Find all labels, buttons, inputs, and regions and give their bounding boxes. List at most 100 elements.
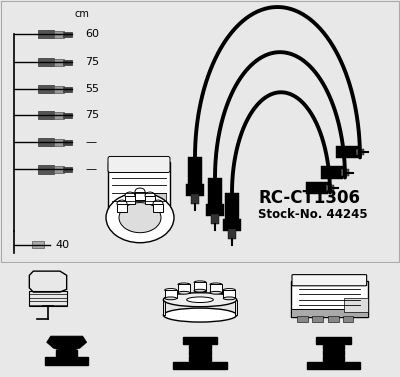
Bar xyxy=(56,350,77,358)
Bar xyxy=(341,170,349,176)
Bar xyxy=(297,316,308,322)
Ellipse shape xyxy=(145,192,155,199)
Bar xyxy=(38,138,54,146)
Text: 60: 60 xyxy=(85,29,99,39)
Bar xyxy=(356,149,364,155)
Bar xyxy=(321,167,343,179)
Bar xyxy=(134,208,141,218)
Bar xyxy=(29,291,67,306)
Ellipse shape xyxy=(223,297,235,300)
Ellipse shape xyxy=(178,291,190,294)
Bar xyxy=(189,356,211,361)
Bar xyxy=(235,300,237,315)
Bar xyxy=(63,113,72,118)
Bar xyxy=(291,309,368,317)
Bar xyxy=(54,139,64,146)
Bar xyxy=(183,337,217,344)
Bar xyxy=(32,241,44,248)
Bar xyxy=(326,184,334,190)
Bar xyxy=(186,184,204,196)
Bar xyxy=(63,32,72,37)
Bar xyxy=(225,193,239,221)
Bar xyxy=(323,345,344,349)
Text: 75: 75 xyxy=(85,110,99,120)
Ellipse shape xyxy=(117,200,127,207)
Bar xyxy=(316,337,351,344)
Bar xyxy=(208,178,222,205)
Bar xyxy=(323,350,344,355)
Bar xyxy=(223,219,241,231)
Ellipse shape xyxy=(125,192,135,199)
Bar xyxy=(178,284,190,293)
Ellipse shape xyxy=(165,288,177,291)
Bar xyxy=(125,196,135,204)
Bar xyxy=(228,229,236,239)
Bar xyxy=(38,111,54,120)
Bar xyxy=(38,166,54,173)
FancyBboxPatch shape xyxy=(108,156,170,173)
Bar xyxy=(291,281,368,317)
Ellipse shape xyxy=(119,202,161,233)
Bar xyxy=(54,166,64,173)
Bar xyxy=(153,204,163,211)
Bar xyxy=(108,162,170,218)
Bar xyxy=(112,208,119,218)
FancyBboxPatch shape xyxy=(292,274,367,286)
Text: —: — xyxy=(85,138,96,147)
Bar xyxy=(163,300,165,315)
Bar xyxy=(122,208,129,218)
Bar xyxy=(54,59,64,66)
Ellipse shape xyxy=(210,283,222,286)
Bar xyxy=(344,298,368,311)
Bar xyxy=(38,85,54,93)
Text: RC-CT1306: RC-CT1306 xyxy=(258,188,360,207)
Bar xyxy=(54,31,64,38)
Ellipse shape xyxy=(194,289,206,292)
Bar xyxy=(188,158,202,185)
Bar xyxy=(63,87,72,92)
Ellipse shape xyxy=(223,288,235,291)
Ellipse shape xyxy=(178,283,190,286)
Bar xyxy=(210,284,222,293)
Bar xyxy=(135,192,145,199)
Bar xyxy=(63,60,72,65)
Bar xyxy=(191,193,199,204)
Ellipse shape xyxy=(194,281,206,284)
Bar xyxy=(306,182,328,193)
Text: 55: 55 xyxy=(85,84,99,94)
Bar xyxy=(38,58,54,66)
Bar xyxy=(54,86,64,93)
Text: 40: 40 xyxy=(55,240,69,250)
Ellipse shape xyxy=(163,293,237,307)
Bar xyxy=(189,345,211,349)
Ellipse shape xyxy=(165,297,177,300)
Polygon shape xyxy=(47,336,87,351)
Bar xyxy=(307,362,360,369)
Bar xyxy=(323,356,344,361)
Bar xyxy=(63,167,72,172)
Bar xyxy=(211,214,219,224)
Bar xyxy=(145,196,155,204)
Bar xyxy=(336,146,358,158)
Bar xyxy=(158,208,165,218)
Ellipse shape xyxy=(163,308,237,322)
Bar xyxy=(38,30,54,38)
Ellipse shape xyxy=(210,291,222,294)
Bar xyxy=(328,316,339,322)
Bar xyxy=(194,282,206,291)
Bar xyxy=(343,316,353,322)
Bar xyxy=(165,290,177,298)
Text: 75: 75 xyxy=(85,57,99,67)
Bar xyxy=(117,204,127,211)
Ellipse shape xyxy=(187,297,213,302)
Bar xyxy=(63,140,72,145)
Bar xyxy=(146,208,153,218)
Text: Stock-No. 44245: Stock-No. 44245 xyxy=(258,208,368,221)
Bar xyxy=(54,112,64,119)
Text: —: — xyxy=(85,164,96,175)
Ellipse shape xyxy=(106,193,174,243)
Ellipse shape xyxy=(135,188,145,195)
Bar xyxy=(206,204,224,216)
Ellipse shape xyxy=(153,200,163,207)
Text: cm: cm xyxy=(74,9,90,19)
